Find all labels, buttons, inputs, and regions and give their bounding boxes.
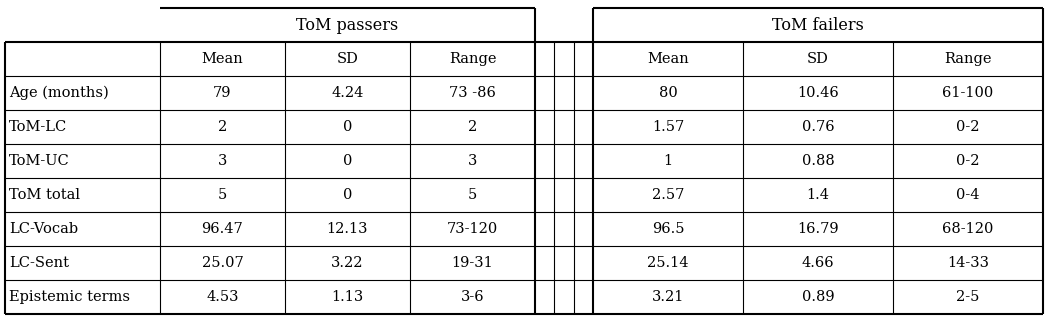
Text: ToM-UC: ToM-UC <box>10 154 70 168</box>
Text: 12.13: 12.13 <box>327 222 368 236</box>
Text: 0: 0 <box>343 154 352 168</box>
Text: 68-120: 68-120 <box>943 222 993 236</box>
Text: 0: 0 <box>343 188 352 202</box>
Text: 3.22: 3.22 <box>331 256 364 270</box>
Text: 4.53: 4.53 <box>206 290 239 304</box>
Text: 1.4: 1.4 <box>806 188 829 202</box>
Text: 96.47: 96.47 <box>202 222 243 236</box>
Text: LC-Vocab: LC-Vocab <box>10 222 78 236</box>
Text: 0.88: 0.88 <box>802 154 835 168</box>
Text: ToM total: ToM total <box>10 188 80 202</box>
Text: 19-31: 19-31 <box>452 256 493 270</box>
Text: 5: 5 <box>468 188 477 202</box>
Text: 1: 1 <box>663 154 673 168</box>
Text: 25.07: 25.07 <box>202 256 243 270</box>
Text: Mean: Mean <box>202 52 243 66</box>
Text: 2.57: 2.57 <box>652 188 685 202</box>
Text: 96.5: 96.5 <box>652 222 685 236</box>
Text: 4.24: 4.24 <box>331 86 364 100</box>
Text: 3-6: 3-6 <box>460 290 485 304</box>
Text: Range: Range <box>449 52 496 66</box>
Text: 0-2: 0-2 <box>956 120 980 134</box>
Text: 3.21: 3.21 <box>652 290 685 304</box>
Text: SD: SD <box>807 52 828 66</box>
Text: 73-120: 73-120 <box>446 222 498 236</box>
Text: 2: 2 <box>468 120 477 134</box>
Text: 14-33: 14-33 <box>947 256 989 270</box>
Text: ToM-LC: ToM-LC <box>10 120 68 134</box>
Text: Mean: Mean <box>647 52 689 66</box>
Text: 2-5: 2-5 <box>956 290 980 304</box>
Text: 3: 3 <box>218 154 227 168</box>
Text: 1.13: 1.13 <box>331 290 364 304</box>
Text: 0-2: 0-2 <box>956 154 980 168</box>
Text: 0.89: 0.89 <box>802 290 835 304</box>
Text: 2: 2 <box>218 120 227 134</box>
Text: 0: 0 <box>343 120 352 134</box>
Text: 4.66: 4.66 <box>802 256 835 270</box>
Text: LC-Sent: LC-Sent <box>10 256 69 270</box>
Text: 73 -86: 73 -86 <box>449 86 496 100</box>
Text: 5: 5 <box>218 188 227 202</box>
Text: 61-100: 61-100 <box>943 86 993 100</box>
Text: 1.57: 1.57 <box>652 120 685 134</box>
Text: 79: 79 <box>214 86 232 100</box>
Text: 16.79: 16.79 <box>797 222 839 236</box>
Text: Age (months): Age (months) <box>10 86 109 100</box>
Text: 80: 80 <box>659 86 677 100</box>
Text: Epistemic terms: Epistemic terms <box>10 290 130 304</box>
Text: ToM failers: ToM failers <box>772 17 864 34</box>
Text: ToM passers: ToM passers <box>296 17 399 34</box>
Text: 3: 3 <box>468 154 477 168</box>
Text: 10.46: 10.46 <box>797 86 839 100</box>
Text: SD: SD <box>336 52 359 66</box>
Text: 25.14: 25.14 <box>647 256 689 270</box>
Text: 0-4: 0-4 <box>956 188 980 202</box>
Text: Range: Range <box>944 52 991 66</box>
Text: 0.76: 0.76 <box>802 120 835 134</box>
